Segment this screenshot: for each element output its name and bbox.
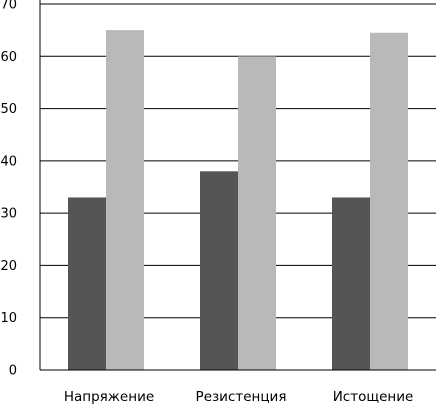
y-tick-label: 0: [9, 364, 17, 379]
y-tick-label: 30: [0, 207, 17, 222]
bars: [68, 30, 408, 371]
bar-series1-1: [68, 197, 106, 370]
x-category-label: Напряжение: [64, 389, 154, 405]
y-tick-label: 50: [0, 102, 17, 117]
y-tick-label: 10: [0, 311, 17, 326]
y-tick-label: 60: [0, 50, 17, 65]
y-tick-label: 40: [0, 154, 17, 169]
y-tick-label: 20: [0, 259, 17, 274]
x-category-label: Резистенция: [196, 389, 287, 405]
bar-series2-2: [238, 56, 276, 371]
y-tick-label: 70: [0, 0, 17, 13]
bar-series1-3: [332, 197, 370, 370]
bar-series2-3: [370, 32, 408, 370]
axes: [39, 0, 436, 371]
bar-series2-1: [106, 30, 144, 371]
bar-series1-2: [200, 171, 238, 370]
x-category-label: Истощение: [333, 389, 414, 405]
tick-labels: 0 10 20 30 40 50 60 70 Напряжение Резистенция Исто…: [0, 0, 413, 405]
